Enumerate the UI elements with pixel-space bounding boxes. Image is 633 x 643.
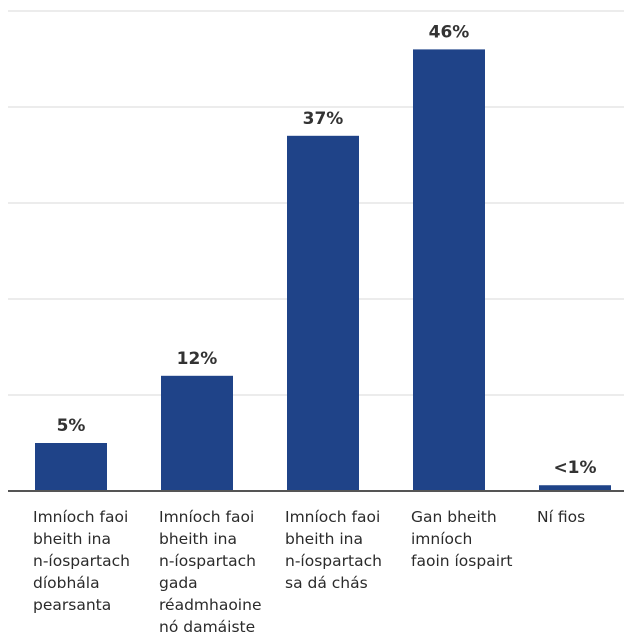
category-label-line: imníoch [411,530,472,548]
category-label-line: faoin íospairt [411,552,512,570]
category-label-line: Imníoch faoi [33,508,128,526]
category-label-4: Gan bheith imníoch faoin íospairt [411,508,512,570]
data-label-5: <1% [553,458,596,478]
category-label-line: nó damáiste [159,618,255,636]
category-label-3: Imníoch faoi bheith ina n-íospartach sa dá … [285,508,382,592]
category-label-line: pearsanta [33,596,111,614]
category-label-line: díobhála [33,574,100,592]
category-label-5: Ní fios [537,508,585,526]
bar-3 [287,135,359,492]
data-label-2: 12% [177,349,218,369]
category-label-line: sa dá chás [285,574,368,592]
bar-2 [161,375,233,491]
category-label-line: bheith ina [33,530,111,548]
category-label-line: n-íospartach [285,552,382,570]
category-label-line: n-íospartach [33,552,130,570]
bar-5 [539,485,611,491]
data-label-1: 5% [57,416,86,436]
category-label-line: gada [159,574,198,592]
bar-4 [413,49,485,492]
data-labels: 5% 12% 37% 46% <1% [57,22,597,478]
category-label-line: n-íospartach [159,552,256,570]
category-label-line: bheith ina [285,530,363,548]
bars [35,49,611,492]
data-label-4: 46% [429,22,470,42]
category-label-line: Imníoch faoi [159,508,254,526]
category-label-line: Imníoch faoi [285,508,380,526]
bar-1 [35,443,107,491]
category-label-2: Imníoch faoi bheith ina n-íospartach gada ré… [159,508,261,636]
category-label-line: Gan bheith [411,508,497,526]
category-label-line: Ní fios [537,508,585,526]
category-label-1: Imníoch faoi bheith ina n-íospartach díobhá… [33,508,130,614]
data-label-3: 37% [303,109,344,129]
category-labels: Imníoch faoi bheith ina n-íospartach díobhá… [33,508,585,636]
category-label-line: réadmhaoine [159,596,261,614]
category-label-line: bheith ina [159,530,237,548]
